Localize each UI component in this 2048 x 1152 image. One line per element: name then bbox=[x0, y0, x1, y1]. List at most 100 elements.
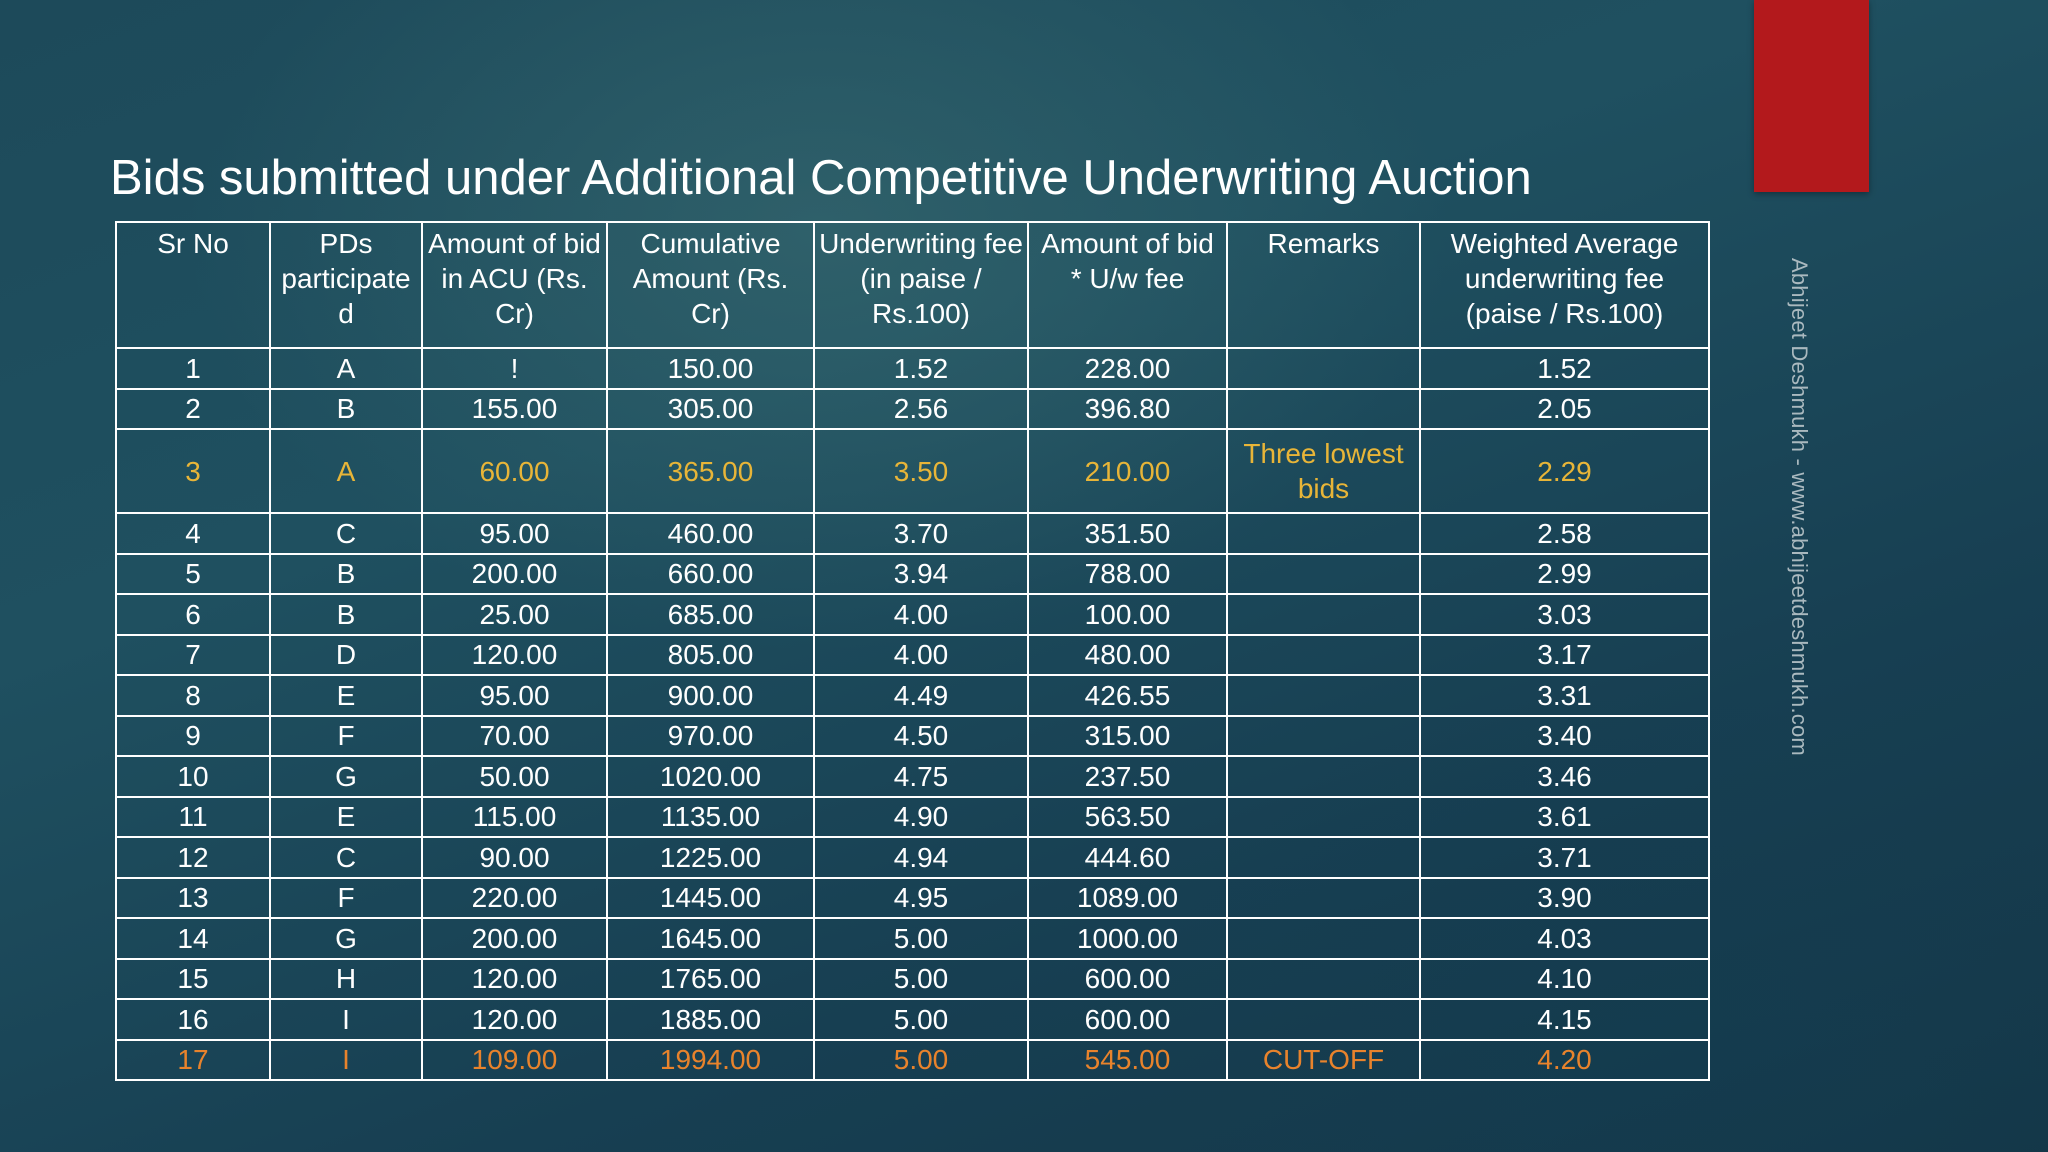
header-cumulative-amount: Cumulative Amount (Rs. Cr) bbox=[606, 221, 815, 349]
cell-fee: 5.00 bbox=[813, 998, 1029, 1041]
table-row-highlighted: 3 A 60.00 365.00 3.50 210.00 Three lowes… bbox=[115, 428, 1710, 514]
slide-title: Bids submitted under Additional Competit… bbox=[110, 151, 1532, 205]
cell-weighted-average: 3.40 bbox=[1419, 714, 1710, 757]
cell-pd: B bbox=[269, 593, 423, 636]
cell-sr-no: 2 bbox=[115, 387, 271, 430]
cell-weighted-average: 2.29 bbox=[1419, 428, 1710, 514]
cell-weighted-average: 2.99 bbox=[1419, 552, 1710, 595]
cell-sr-no: 16 bbox=[115, 998, 271, 1041]
cell-weighted-average: 4.03 bbox=[1419, 917, 1710, 960]
cell-cumulative: 685.00 bbox=[606, 593, 815, 636]
cell-fee: 2.56 bbox=[813, 387, 1029, 430]
cell-fee: 4.95 bbox=[813, 876, 1029, 919]
cell-bid-amount: 95.00 bbox=[421, 674, 608, 717]
cell-fee: 4.00 bbox=[813, 593, 1029, 636]
watermark-text: Abhijeet Deshmukh - www.abhijeetdeshmukh… bbox=[1787, 258, 1812, 756]
cell-sr-no: 12 bbox=[115, 836, 271, 879]
cell-remarks: Three lowest bids bbox=[1226, 428, 1421, 514]
cell-weighted-average: 3.31 bbox=[1419, 674, 1710, 717]
table-header-row: Sr No PDs participate d Amount of bid in… bbox=[115, 221, 1710, 349]
header-weighted-average-fee: Weighted Average underwriting fee (paise… bbox=[1419, 221, 1710, 349]
cell-fee: 5.00 bbox=[813, 917, 1029, 960]
cell-pd: I bbox=[269, 998, 423, 1041]
cell-cumulative: 970.00 bbox=[606, 714, 815, 757]
table-row: 5 B 200.00 660.00 3.94 788.00 2.99 bbox=[115, 552, 1710, 595]
cell-sr-no: 4 bbox=[115, 512, 271, 555]
cell-fee: 1.52 bbox=[813, 347, 1029, 390]
cell-bid-amount: ! bbox=[421, 347, 608, 390]
cell-bid-amount: 120.00 bbox=[421, 998, 608, 1041]
table-row: 15 H 120.00 1765.00 5.00 600.00 4.10 bbox=[115, 957, 1710, 1000]
cell-bid-times-fee: 228.00 bbox=[1027, 347, 1228, 390]
cell-fee: 4.49 bbox=[813, 674, 1029, 717]
cell-pd: D bbox=[269, 633, 423, 676]
cell-remarks bbox=[1226, 917, 1421, 960]
table-row: 9 F 70.00 970.00 4.50 315.00 3.40 bbox=[115, 714, 1710, 757]
cell-bid-times-fee: 788.00 bbox=[1027, 552, 1228, 595]
cell-cumulative: 150.00 bbox=[606, 347, 815, 390]
cell-cumulative: 1020.00 bbox=[606, 755, 815, 798]
cell-bid-times-fee: 480.00 bbox=[1027, 633, 1228, 676]
red-accent-bar bbox=[1754, 0, 1869, 192]
cell-cumulative: 305.00 bbox=[606, 387, 815, 430]
cell-bid-times-fee: 210.00 bbox=[1027, 428, 1228, 514]
cell-bid-amount: 50.00 bbox=[421, 755, 608, 798]
cell-fee: 4.75 bbox=[813, 755, 1029, 798]
cell-cumulative: 660.00 bbox=[606, 552, 815, 595]
cell-bid-times-fee: 600.00 bbox=[1027, 998, 1228, 1041]
cell-pd: B bbox=[269, 387, 423, 430]
cell-bid-times-fee: 600.00 bbox=[1027, 957, 1228, 1000]
cell-weighted-average: 4.10 bbox=[1419, 957, 1710, 1000]
cell-bid-amount: 90.00 bbox=[421, 836, 608, 879]
cell-bid-amount: 200.00 bbox=[421, 552, 608, 595]
cell-cumulative: 1225.00 bbox=[606, 836, 815, 879]
cell-fee: 4.90 bbox=[813, 795, 1029, 838]
cell-weighted-average: 1.52 bbox=[1419, 347, 1710, 390]
header-bid-times-fee: Amount of bid * U/w fee bbox=[1027, 221, 1228, 349]
cell-sr-no: 13 bbox=[115, 876, 271, 919]
cell-remarks bbox=[1226, 755, 1421, 798]
cell-weighted-average: 3.46 bbox=[1419, 755, 1710, 798]
table-row: 6 B 25.00 685.00 4.00 100.00 3.03 bbox=[115, 593, 1710, 636]
cell-fee: 3.70 bbox=[813, 512, 1029, 555]
cell-remarks bbox=[1226, 998, 1421, 1041]
cell-sr-no: 17 bbox=[115, 1038, 271, 1081]
cell-sr-no: 8 bbox=[115, 674, 271, 717]
cell-sr-no: 9 bbox=[115, 714, 271, 757]
cell-sr-no: 3 bbox=[115, 428, 271, 514]
cell-remarks bbox=[1226, 674, 1421, 717]
cell-pd: G bbox=[269, 917, 423, 960]
cell-pd: C bbox=[269, 836, 423, 879]
cell-weighted-average: 2.58 bbox=[1419, 512, 1710, 555]
cell-remarks: CUT-OFF bbox=[1226, 1038, 1421, 1081]
cell-pd: H bbox=[269, 957, 423, 1000]
table-row: 12 C 90.00 1225.00 4.94 444.60 3.71 bbox=[115, 836, 1710, 879]
cell-remarks bbox=[1226, 795, 1421, 838]
cell-pd: F bbox=[269, 876, 423, 919]
cell-remarks bbox=[1226, 714, 1421, 757]
cell-fee: 4.00 bbox=[813, 633, 1029, 676]
cell-bid-amount: 155.00 bbox=[421, 387, 608, 430]
cell-bid-amount: 120.00 bbox=[421, 633, 608, 676]
table-row: 13 F 220.00 1445.00 4.95 1089.00 3.90 bbox=[115, 876, 1710, 919]
cell-pd: A bbox=[269, 347, 423, 390]
cell-remarks bbox=[1226, 836, 1421, 879]
cell-bid-times-fee: 426.55 bbox=[1027, 674, 1228, 717]
cell-fee: 3.94 bbox=[813, 552, 1029, 595]
cell-remarks bbox=[1226, 387, 1421, 430]
cell-bid-times-fee: 1000.00 bbox=[1027, 917, 1228, 960]
cell-weighted-average: 3.61 bbox=[1419, 795, 1710, 838]
cell-bid-amount: 115.00 bbox=[421, 795, 608, 838]
cell-bid-amount: 120.00 bbox=[421, 957, 608, 1000]
cell-cumulative: 900.00 bbox=[606, 674, 815, 717]
cell-bid-times-fee: 396.80 bbox=[1027, 387, 1228, 430]
table-row: 11 E 115.00 1135.00 4.90 563.50 3.61 bbox=[115, 795, 1710, 838]
cell-pd: F bbox=[269, 714, 423, 757]
cell-cumulative: 365.00 bbox=[606, 428, 815, 514]
cell-cumulative: 460.00 bbox=[606, 512, 815, 555]
cell-weighted-average: 3.90 bbox=[1419, 876, 1710, 919]
table-row: 10 G 50.00 1020.00 4.75 237.50 3.46 bbox=[115, 755, 1710, 798]
cell-cumulative: 805.00 bbox=[606, 633, 815, 676]
table-row: 2 B 155.00 305.00 2.56 396.80 2.05 bbox=[115, 387, 1710, 430]
cell-sr-no: 10 bbox=[115, 755, 271, 798]
